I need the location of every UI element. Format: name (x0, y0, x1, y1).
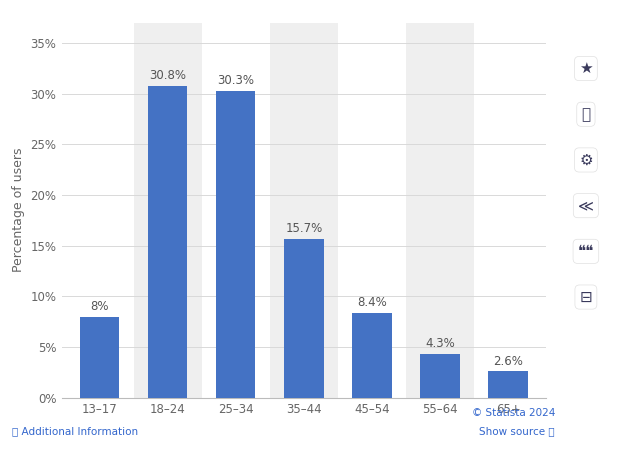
Text: ⊟: ⊟ (580, 290, 592, 304)
Bar (489, 371, 528, 398)
Bar (270, 23, 338, 398)
Text: 30.3%: 30.3% (217, 74, 254, 87)
Text: 🔔: 🔔 (582, 107, 590, 122)
Text: 8%: 8% (91, 300, 108, 313)
Text: Show source ⓘ: Show source ⓘ (479, 426, 555, 436)
Y-axis label: Percentage of users: Percentage of users (12, 148, 25, 272)
Text: 8.4%: 8.4% (357, 296, 387, 309)
Text: ❝❝: ❝❝ (578, 244, 594, 259)
Bar (216, 90, 255, 398)
Text: ★: ★ (579, 61, 593, 76)
Bar (406, 23, 474, 398)
Text: ≪: ≪ (578, 198, 594, 213)
Text: ⚙: ⚙ (579, 153, 593, 167)
Text: 4.3%: 4.3% (425, 337, 455, 351)
Text: ⓘ Additional Information: ⓘ Additional Information (12, 426, 138, 436)
Bar (133, 23, 202, 398)
Bar (420, 354, 460, 398)
Text: 15.7%: 15.7% (285, 222, 322, 235)
Text: © Statista 2024: © Statista 2024 (472, 408, 555, 418)
Bar (352, 313, 392, 398)
Bar (148, 85, 187, 398)
Bar (80, 317, 119, 398)
Text: 2.6%: 2.6% (493, 355, 523, 368)
Text: 30.8%: 30.8% (149, 69, 186, 82)
Bar (284, 239, 324, 398)
